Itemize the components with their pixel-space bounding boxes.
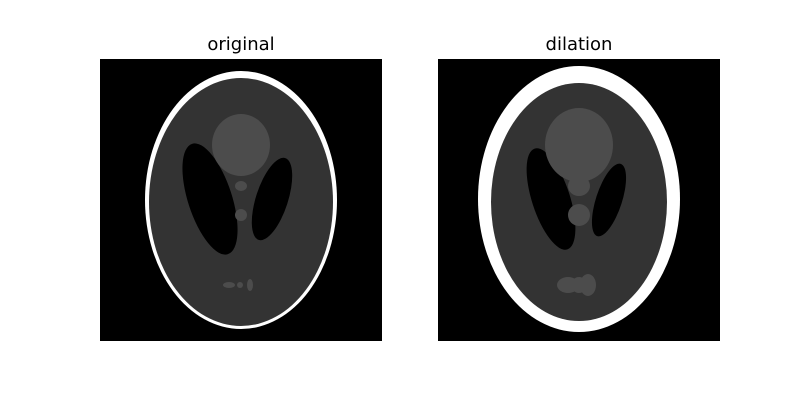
lesion-lower-1 xyxy=(223,282,235,288)
phantom-image-original xyxy=(145,71,337,329)
ventricle-left xyxy=(526,148,576,250)
image-panel-original xyxy=(100,59,382,341)
image-panel-dilation xyxy=(438,59,720,341)
lesion-upper xyxy=(545,108,613,182)
phantom-image-dilation xyxy=(478,66,680,332)
lesion-small-1 xyxy=(235,181,247,191)
lesion-upper xyxy=(212,114,270,176)
ventricle-right xyxy=(591,163,627,237)
lesion-small-1 xyxy=(568,176,590,196)
brain-region xyxy=(491,83,667,321)
lesion-lower-2 xyxy=(237,282,243,288)
lesion-small-2 xyxy=(235,209,247,221)
panel-title-original: original xyxy=(207,34,275,55)
lesion-small-2 xyxy=(568,204,590,226)
ventricle-left xyxy=(182,143,238,255)
brain-region xyxy=(149,78,333,326)
panel-title-dilation: dilation xyxy=(545,34,613,55)
lesion-lower-3 xyxy=(247,279,253,291)
lesion-lower-3 xyxy=(580,274,596,296)
ventricle-right xyxy=(251,157,293,241)
